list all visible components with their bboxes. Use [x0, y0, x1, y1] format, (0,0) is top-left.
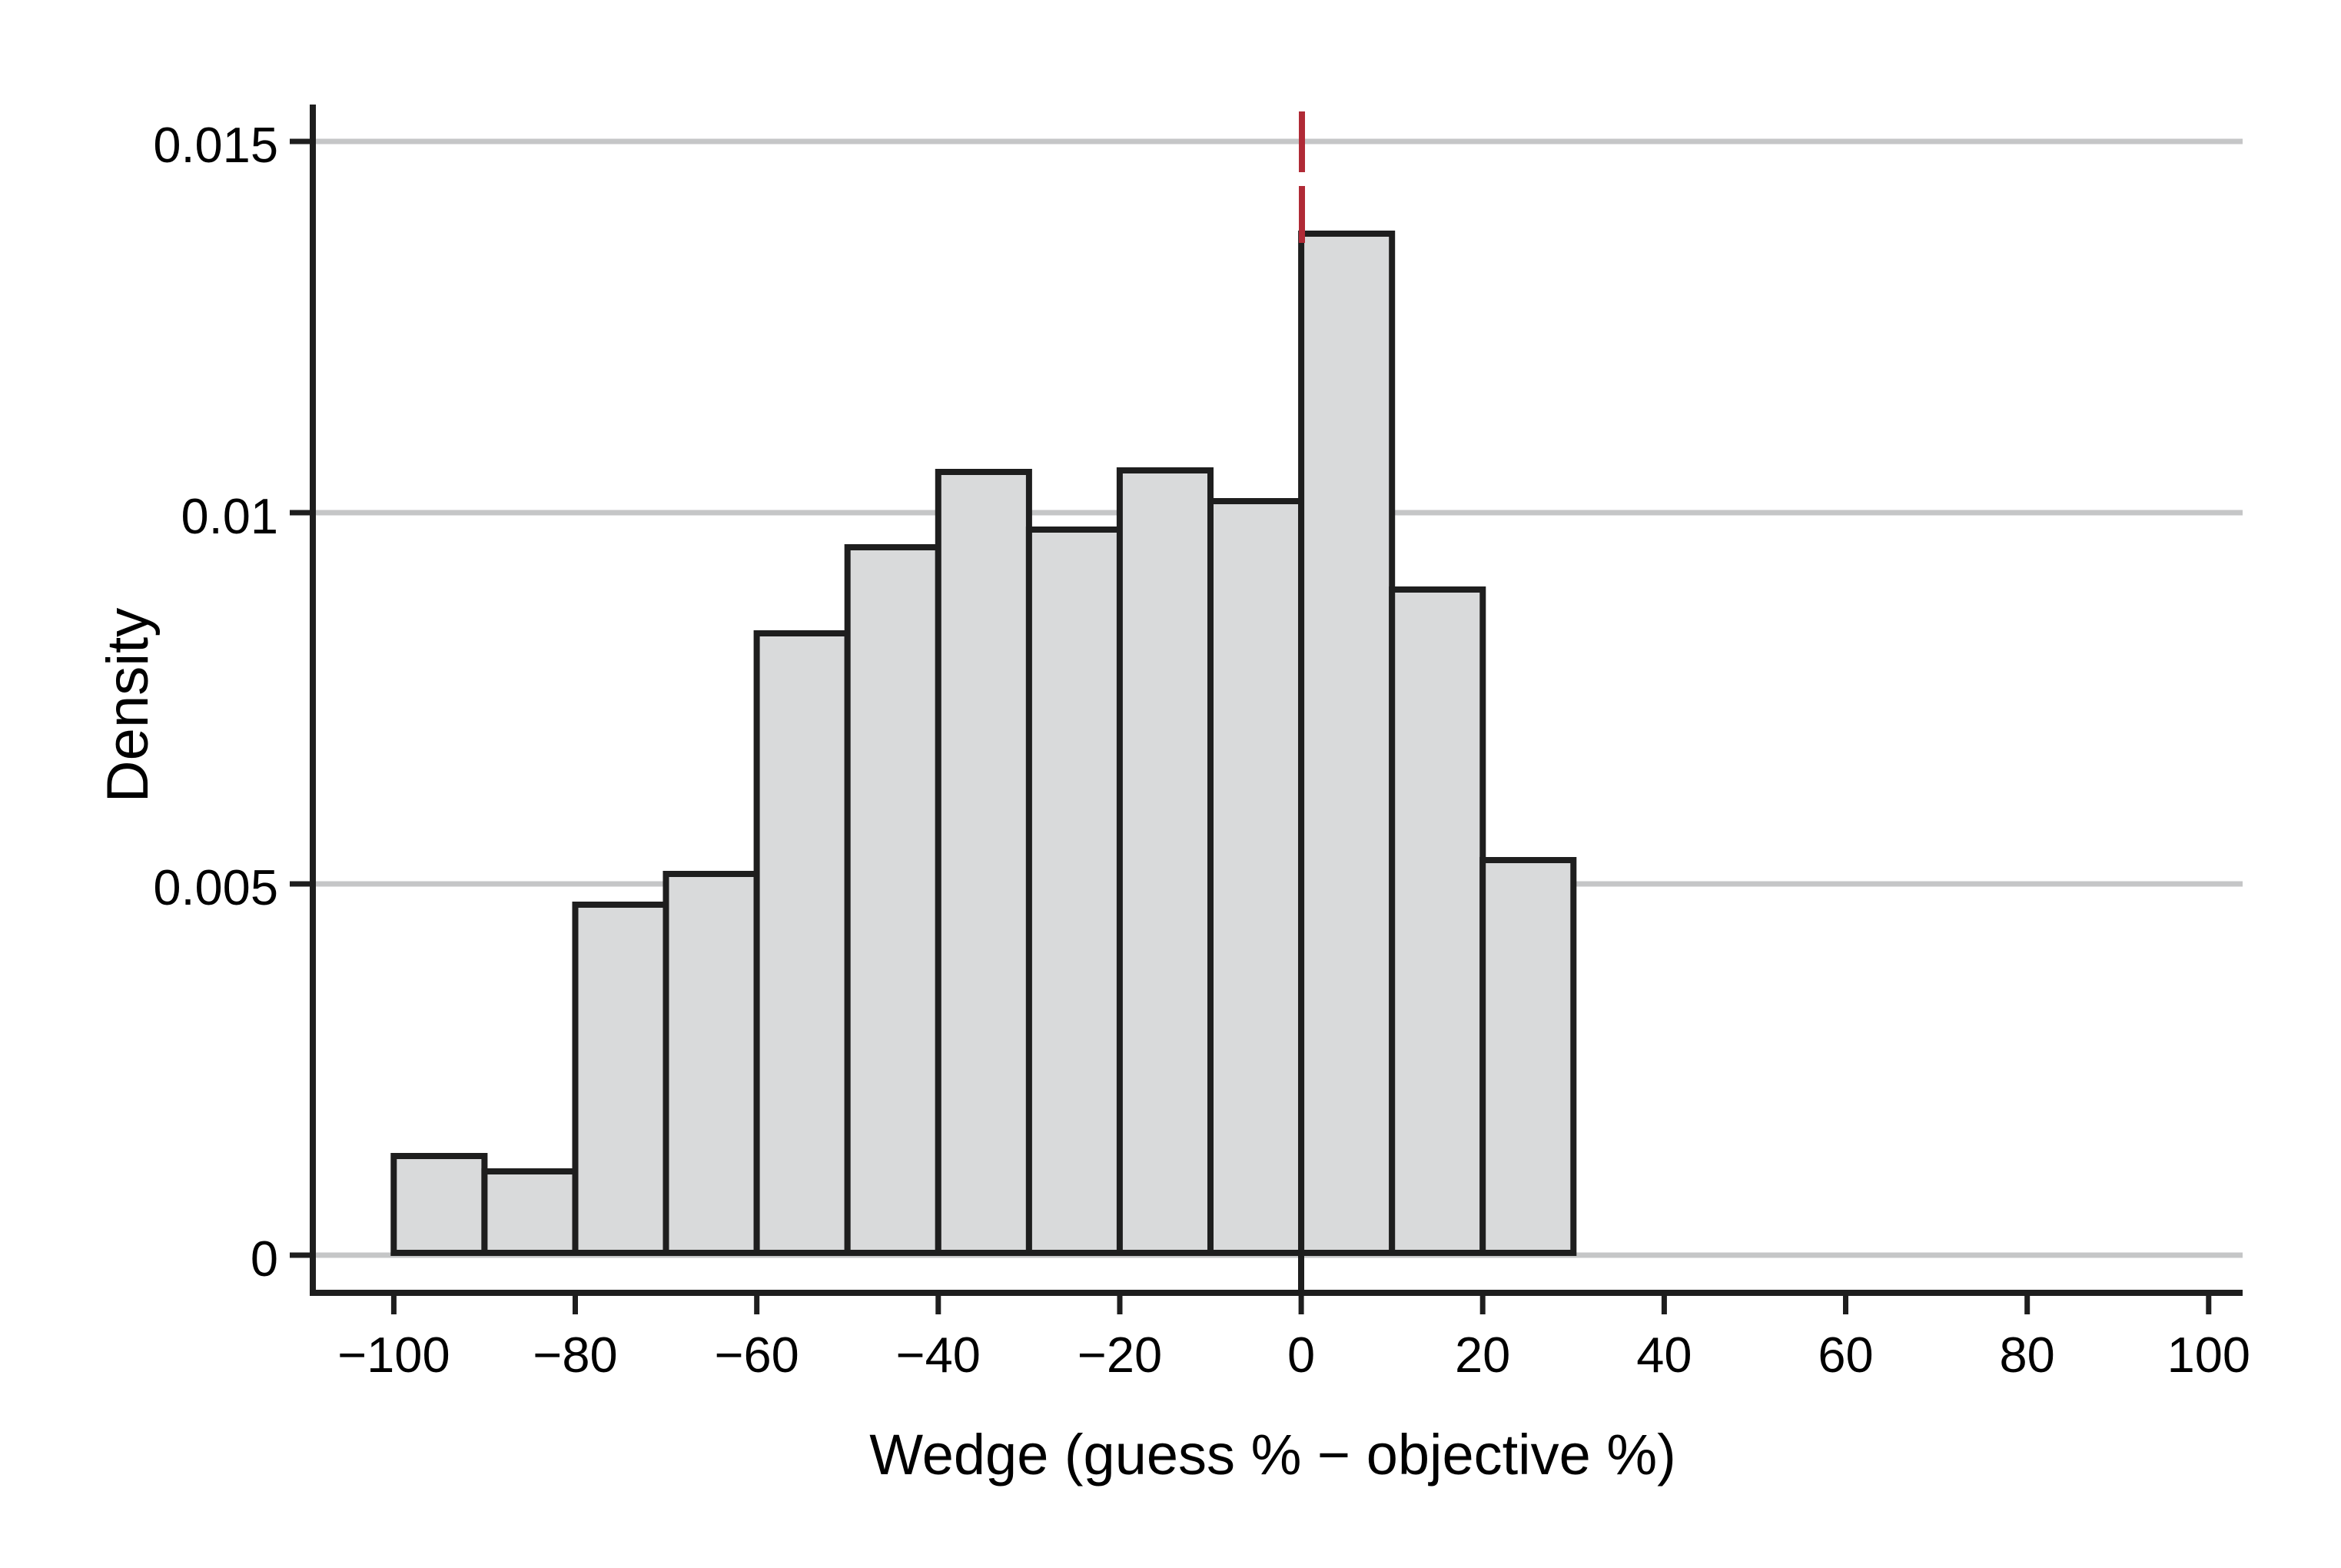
svg-text:−100: −100 — [337, 1327, 450, 1383]
svg-text:0: 0 — [251, 1231, 278, 1287]
svg-text:−60: −60 — [715, 1327, 799, 1383]
svg-text:Wedge (guess % − objective %): Wedge (guess % − objective %) — [869, 1423, 1676, 1487]
svg-text:0.015: 0.015 — [153, 117, 278, 173]
svg-text:−80: −80 — [533, 1327, 617, 1383]
svg-text:0.01: 0.01 — [181, 488, 278, 544]
svg-text:−20: −20 — [1078, 1327, 1162, 1383]
svg-text:80: 80 — [2000, 1327, 2055, 1383]
svg-text:100: 100 — [2167, 1327, 2250, 1383]
svg-text:−40: −40 — [896, 1327, 981, 1383]
svg-text:60: 60 — [1818, 1327, 1873, 1383]
svg-text:0.005: 0.005 — [153, 859, 278, 915]
svg-text:40: 40 — [1636, 1327, 1692, 1383]
svg-text:0: 0 — [1287, 1327, 1315, 1383]
svg-text:20: 20 — [1455, 1327, 1510, 1383]
svg-text:Density: Density — [95, 608, 161, 802]
